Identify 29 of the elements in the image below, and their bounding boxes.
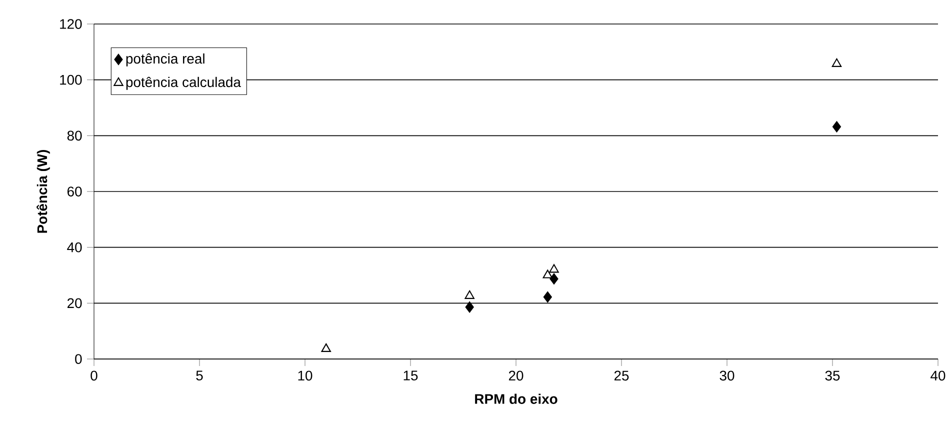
y-tick-label: 40 <box>67 242 82 252</box>
point <box>321 343 331 352</box>
x-tick-label: 20 <box>508 370 524 381</box>
x-tick-label: 35 <box>825 370 840 381</box>
y-tick-label: 20 <box>68 298 82 308</box>
legend-label: potência real <box>126 53 204 66</box>
x-tick-label: 15 <box>404 370 418 380</box>
y-tick-label: 120 <box>60 19 82 29</box>
x-tick-label: 25 <box>614 370 629 381</box>
y-tick-label: 0 <box>75 354 82 364</box>
point <box>542 270 553 278</box>
x-axis-title: RPM do eixo <box>475 394 558 404</box>
x-tick-label: 40 <box>930 370 946 381</box>
point <box>550 273 558 284</box>
legend-label: potência calculada <box>126 76 241 90</box>
y-tick-label: 60 <box>68 186 82 196</box>
y-axis-title: Potência (W) <box>36 150 50 233</box>
y-tick-label: 80 <box>67 130 82 141</box>
point <box>465 302 474 313</box>
point <box>543 291 552 303</box>
x-tick-label: 0 <box>90 370 98 381</box>
y-tick-label: 100 <box>60 74 82 85</box>
x-tick-label: 30 <box>720 370 734 381</box>
x-tick-label: 10 <box>298 370 312 381</box>
x-tick-label: 5 <box>196 370 203 380</box>
point <box>464 290 474 299</box>
point <box>832 121 842 132</box>
point <box>832 58 842 67</box>
point <box>549 264 559 273</box>
